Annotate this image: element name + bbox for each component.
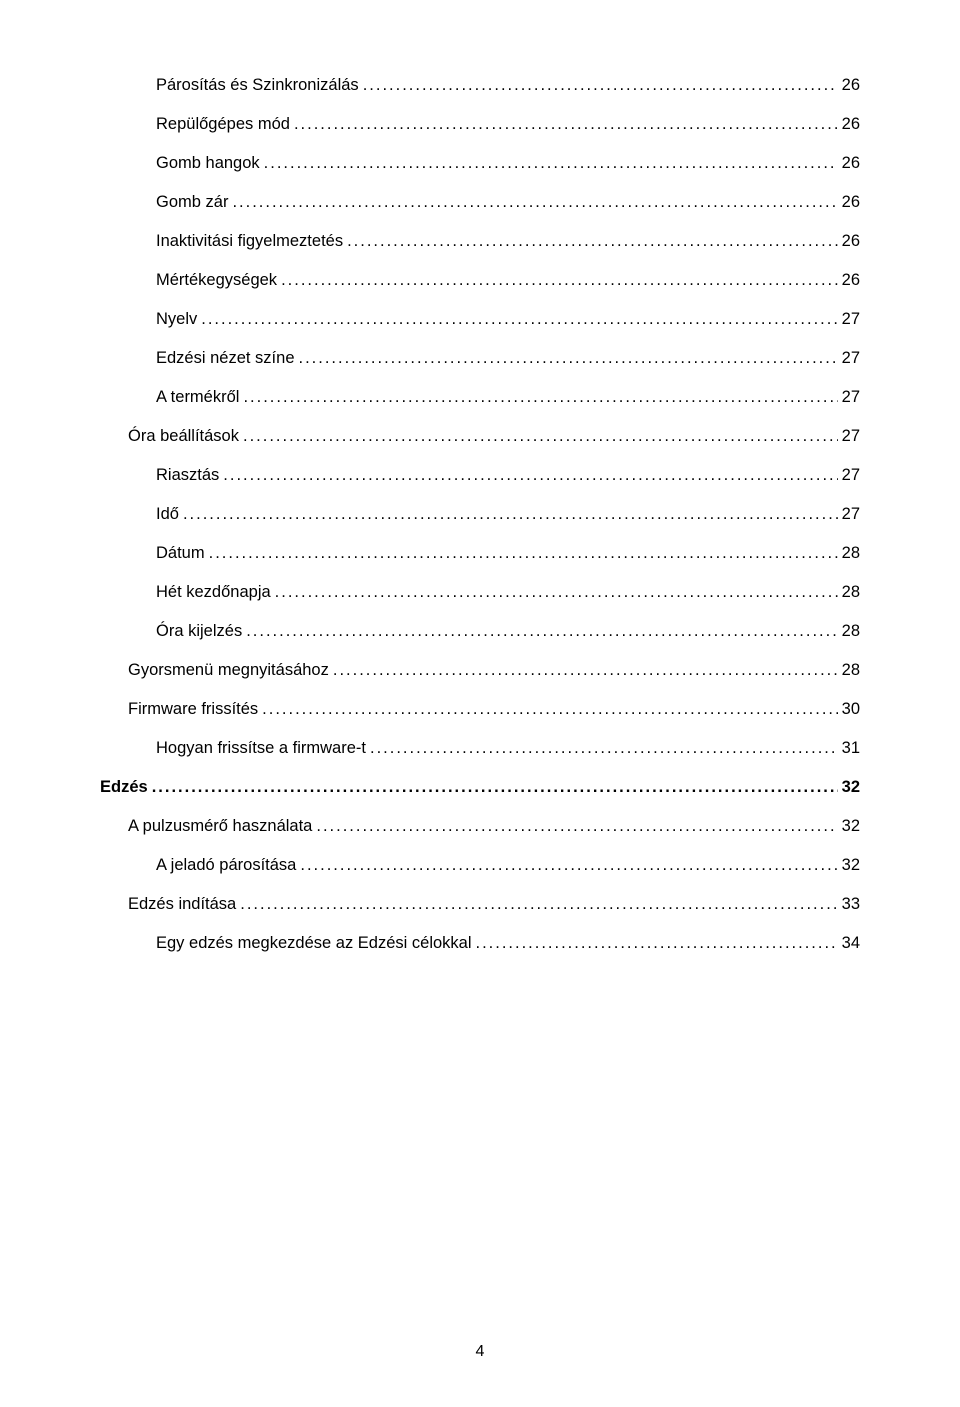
toc-page: 28 xyxy=(842,583,860,602)
toc-row: Gomb hangok.............................… xyxy=(100,154,860,173)
toc-page: 27 xyxy=(842,466,860,485)
toc-dot-leader: ........................................… xyxy=(243,427,838,446)
toc-row: A jeladó párosítása.....................… xyxy=(100,856,860,875)
toc-dot-leader: ........................................… xyxy=(209,544,838,563)
toc-label: Gyorsmenü megnyitásához xyxy=(128,661,329,680)
toc-dot-leader: ........................................… xyxy=(243,388,837,407)
toc-dot-leader: ........................................… xyxy=(152,778,838,797)
toc-row: Edzés indítása..........................… xyxy=(100,895,860,914)
toc-page: 33 xyxy=(842,895,860,914)
toc-label: Firmware frissítés xyxy=(128,700,258,719)
toc-row: Párosítás és Szinkronizálás.............… xyxy=(100,76,860,95)
toc-page: 28 xyxy=(842,661,860,680)
toc-row: Nyelv...................................… xyxy=(100,310,860,329)
toc-label: Hét kezdőnapja xyxy=(156,583,271,602)
toc-row: Idő.....................................… xyxy=(100,505,860,524)
toc-label: Egy edzés megkezdése az Edzési célokkal xyxy=(156,934,472,953)
toc-page: 26 xyxy=(842,271,860,290)
toc-row: Óra beállítások.........................… xyxy=(100,427,860,446)
toc-label: A pulzusmérő használata xyxy=(128,817,312,836)
toc-dot-leader: ........................................… xyxy=(183,505,838,524)
toc-page: 27 xyxy=(842,427,860,446)
toc-page: 30 xyxy=(842,700,860,719)
toc-dot-leader: ........................................… xyxy=(370,739,838,758)
toc-page: 27 xyxy=(842,505,860,524)
page-number: 4 xyxy=(0,1343,960,1361)
toc-row: Hogyan frissítse a firmware-t...........… xyxy=(100,739,860,758)
toc-label: Edzés indítása xyxy=(128,895,236,914)
toc-dot-leader: ........................................… xyxy=(240,895,837,914)
toc-page: 26 xyxy=(842,232,860,251)
toc-dot-leader: ........................................… xyxy=(275,583,838,602)
toc-page: 28 xyxy=(842,544,860,563)
toc-row: Dátum...................................… xyxy=(100,544,860,563)
toc-dot-leader: ........................................… xyxy=(300,856,837,875)
toc-label: Riasztás xyxy=(156,466,219,485)
toc-page: 34 xyxy=(842,934,860,953)
toc-label: Óra kijelzés xyxy=(156,622,242,641)
toc-dot-leader: ........................................… xyxy=(232,193,837,212)
toc-dot-leader: ........................................… xyxy=(246,622,837,641)
toc-label: A jeladó párosítása xyxy=(156,856,296,875)
toc-label: Edzés xyxy=(100,778,148,797)
toc-dot-leader: ........................................… xyxy=(262,700,837,719)
toc-page: 32 xyxy=(842,778,860,797)
toc-label: Inaktivitási figyelmeztetés xyxy=(156,232,343,251)
toc-dot-leader: ........................................… xyxy=(363,76,838,95)
toc-row: Gyorsmenü megnyitásához.................… xyxy=(100,661,860,680)
toc-container: Párosítás és Szinkronizálás.............… xyxy=(100,76,860,953)
toc-label: Párosítás és Szinkronizálás xyxy=(156,76,359,95)
toc-dot-leader: ........................................… xyxy=(316,817,837,836)
toc-label: Óra beállítások xyxy=(128,427,239,446)
toc-dot-leader: ........................................… xyxy=(299,349,838,368)
toc-page: 28 xyxy=(842,622,860,641)
toc-page: 32 xyxy=(842,817,860,836)
toc-page: 26 xyxy=(842,76,860,95)
toc-page: 27 xyxy=(842,349,860,368)
toc-label: Edzési nézet színe xyxy=(156,349,295,368)
toc-label: Gomb hangok xyxy=(156,154,260,173)
toc-label: Hogyan frissítse a firmware-t xyxy=(156,739,366,758)
toc-page: 32 xyxy=(842,856,860,875)
toc-label: Mértékegységek xyxy=(156,271,277,290)
toc-label: Gomb zár xyxy=(156,193,228,212)
toc-row: Mértékegységek..........................… xyxy=(100,271,860,290)
toc-dot-leader: ........................................… xyxy=(281,271,838,290)
toc-page: 26 xyxy=(842,193,860,212)
toc-label: Nyelv xyxy=(156,310,197,329)
toc-row: Edzési nézet színe......................… xyxy=(100,349,860,368)
toc-row: Riasztás................................… xyxy=(100,466,860,485)
toc-dot-leader: ........................................… xyxy=(201,310,837,329)
toc-row: Óra kijelzés............................… xyxy=(100,622,860,641)
toc-row: Inaktivitási figyelmeztetés.............… xyxy=(100,232,860,251)
toc-label: Idő xyxy=(156,505,179,524)
toc-row: Repülőgépes mód.........................… xyxy=(100,115,860,134)
toc-dot-leader: ........................................… xyxy=(333,661,838,680)
toc-page: 26 xyxy=(842,115,860,134)
toc-row: Egy edzés megkezdése az Edzési célokkal.… xyxy=(100,934,860,953)
toc-dot-leader: ........................................… xyxy=(223,466,837,485)
toc-row: A pulzusmérő használata.................… xyxy=(100,817,860,836)
toc-row: Gomb zár................................… xyxy=(100,193,860,212)
toc-row: Hét kezdőnapja..........................… xyxy=(100,583,860,602)
toc-label: Repülőgépes mód xyxy=(156,115,290,134)
toc-row: A termékről.............................… xyxy=(100,388,860,407)
toc-page: 27 xyxy=(842,388,860,407)
toc-page: 26 xyxy=(842,154,860,173)
toc-page: 31 xyxy=(842,739,860,758)
toc-row: Edzés...................................… xyxy=(100,778,860,797)
toc-dot-leader: ........................................… xyxy=(347,232,838,251)
toc-label: A termékről xyxy=(156,388,239,407)
toc-label: Dátum xyxy=(156,544,205,563)
toc-dot-leader: ........................................… xyxy=(264,154,838,173)
toc-dot-leader: ........................................… xyxy=(476,934,838,953)
toc-row: Firmware frissítés......................… xyxy=(100,700,860,719)
toc-dot-leader: ........................................… xyxy=(294,115,838,134)
toc-page: 27 xyxy=(842,310,860,329)
